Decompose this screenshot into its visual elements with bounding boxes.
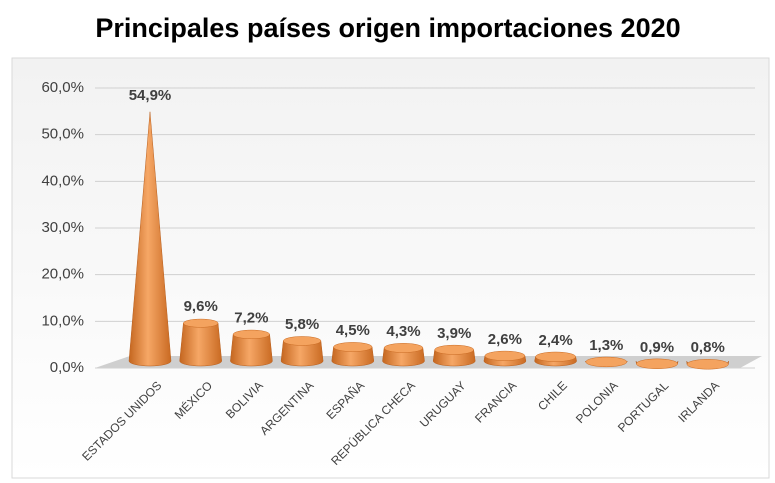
cone-top [183, 318, 219, 328]
cone [635, 358, 679, 369]
value-label: 5,8% [285, 316, 319, 333]
cone [179, 318, 222, 367]
cone-body [331, 346, 375, 367]
y-tick-label: 40,0% [41, 172, 84, 189]
value-label: 1,3% [589, 337, 623, 354]
cone-body [382, 347, 425, 367]
cone [280, 336, 324, 367]
chart-title: Principales países origen importaciones … [95, 13, 680, 43]
cone-body [280, 340, 324, 367]
cone-top [383, 343, 424, 353]
value-label: 4,3% [386, 323, 420, 340]
y-tick-label: 20,0% [41, 266, 84, 283]
cone-top [434, 344, 474, 355]
cone-top [333, 342, 373, 352]
cone-top [535, 351, 576, 362]
value-label: 2,4% [538, 332, 572, 349]
cone [128, 111, 172, 367]
cone-top [484, 350, 526, 361]
cone [382, 343, 425, 367]
value-label: 54,9% [129, 87, 172, 104]
cone-top [232, 329, 270, 339]
value-label: 4,5% [336, 322, 370, 339]
cone [686, 359, 729, 370]
value-label: 2,6% [488, 331, 522, 348]
cone [483, 350, 527, 367]
y-tick-label: 30,0% [41, 219, 84, 236]
cone-top [283, 336, 322, 346]
value-label: 0,9% [640, 339, 674, 356]
value-label: 7,2% [234, 309, 268, 326]
cone [534, 351, 577, 367]
y-tick-label: 50,0% [41, 126, 84, 143]
cone [585, 356, 628, 368]
y-tick-label: 60,0% [41, 79, 84, 96]
cone-body [230, 334, 273, 367]
cone-body [128, 111, 172, 367]
value-label: 0,8% [691, 339, 725, 356]
y-tick-label: 10,0% [41, 312, 84, 329]
value-label: 3,9% [437, 325, 471, 342]
cone-top [636, 358, 678, 369]
cone [331, 342, 375, 367]
value-label: 9,6% [184, 298, 218, 315]
y-tick-label: 0,0% [50, 359, 84, 376]
cone-top [686, 359, 729, 370]
cone [432, 344, 476, 367]
cone [230, 329, 273, 367]
cone-body [179, 322, 222, 367]
cone-top [585, 356, 628, 368]
